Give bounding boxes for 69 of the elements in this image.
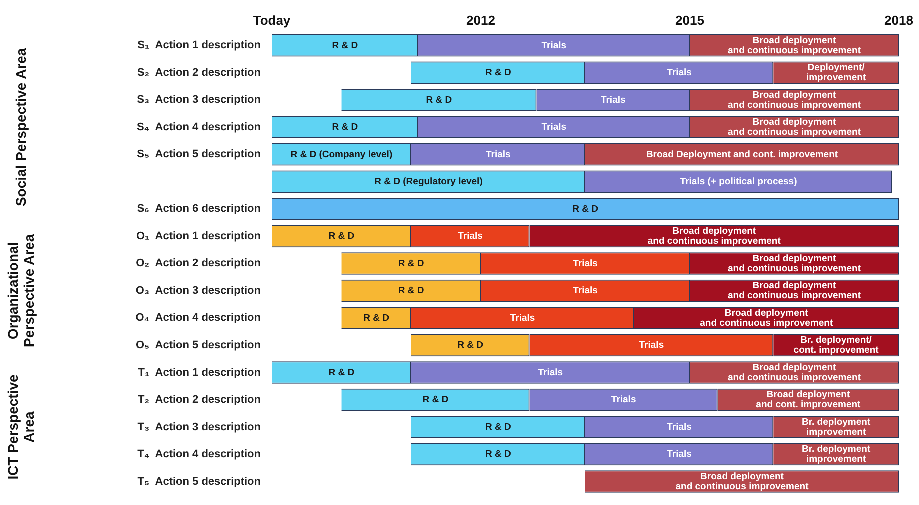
data-label: R & D	[485, 422, 512, 433]
data-label: Deployment/ improvement	[806, 62, 867, 84]
data-label: Broad deployment and continuous improvement	[728, 90, 862, 111]
data-label: Trials	[542, 122, 567, 134]
text: Social Perspective Area	[12, 48, 29, 207]
data-label: Trials	[510, 312, 536, 324]
data-label: Trials	[458, 231, 483, 242]
data-label: Trials	[538, 367, 564, 378]
y-tick-label: S₁ Action 1 description	[138, 40, 262, 52]
y-tick-label: T₅ Action 5 description	[138, 476, 262, 488]
data-label: Broad deployment and continuous improvement	[728, 117, 862, 138]
data-label: Trials	[611, 394, 636, 406]
y-tick-label: T₄ Action 4 description	[138, 448, 262, 461]
data-label: R & D	[422, 394, 449, 406]
text: Organizational Perspective Area	[4, 234, 37, 348]
data-label: Broad deployment and continuous improvement	[728, 253, 862, 274]
x-tick-label: 2012	[466, 12, 496, 28]
data-label: R & D	[332, 122, 358, 134]
data-label: R & D	[458, 340, 484, 352]
data-label: Broad deployment and continuous improvement	[700, 308, 834, 329]
data-label: Broad Deployment and cont. improvement	[646, 149, 839, 160]
y-tick-label: T₃ Action 3 description	[138, 421, 262, 434]
x-tick-label: 2015	[676, 12, 704, 28]
x-tick-label: 2018	[884, 12, 914, 28]
y-tick-label: S₄ Action 4 description	[136, 121, 262, 134]
y-tick-label: S₃ Action 3 description	[137, 94, 262, 106]
data-label: Trials	[542, 40, 567, 52]
data-label: Br. deployment improvement	[802, 444, 872, 466]
data-label: R & D	[426, 94, 452, 106]
data-label: Broad deployment and continuous improvement	[728, 35, 862, 56]
y-tick-label: O₄ Action 4 description	[136, 312, 262, 324]
y-tick-label: S₆ Action 6 description	[137, 203, 262, 216]
data-label: Trials	[667, 422, 692, 433]
y-tick-label: O₂ Action 2 description	[136, 258, 262, 270]
data-label: R & D	[328, 231, 355, 242]
y-tick-label: T₁ Action 1 description	[138, 366, 262, 379]
data-label: Br. deployment/ cont. improvement	[794, 335, 880, 356]
data-label: Trials	[639, 340, 664, 352]
data-label: R & D	[328, 367, 355, 378]
data-label: Broad deployment and continuous improvement	[728, 280, 862, 302]
data-label: Trials	[667, 449, 692, 460]
data-label: Broad deployment and continuous improvement	[648, 226, 782, 248]
x-tick-label: Today	[253, 12, 292, 28]
data-label: Br. deployment improvement	[802, 416, 872, 438]
y-tick-label: O₅ Action 5 description	[136, 340, 262, 352]
data-label: Trials (+ political process)	[680, 176, 798, 188]
data-label: Trials	[573, 286, 598, 297]
y-tick-label: O₁ Action 1 description	[136, 230, 262, 242]
data-label: Trials	[600, 94, 626, 106]
data-label: R & D	[332, 40, 358, 52]
data-label: R & D	[364, 312, 390, 324]
data-label: R & D (Company level)	[290, 149, 393, 160]
y-tick-label: S₂ Action 2 description	[137, 66, 262, 79]
y-tick-label: S₅ Action 5 description	[137, 148, 262, 161]
data-label: R & D	[398, 258, 424, 270]
text: ICT Perspective Area	[4, 374, 37, 480]
y-tick-label: T₂ Action 2 description	[138, 394, 262, 406]
data-label: R & D	[398, 286, 424, 297]
data-label: Broad deployment and cont. improvement	[756, 390, 862, 411]
data-label: R & D (Regulatory level)	[374, 176, 483, 188]
data-label: Trials	[573, 258, 598, 270]
data-label: Broad deployment and continuous improvement	[728, 362, 862, 384]
data-label: R & D	[572, 204, 599, 215]
data-label: Trials	[667, 68, 692, 79]
data-label: Broad deployment and continuous improvement	[676, 471, 810, 492]
data-label: R & D	[485, 68, 512, 79]
data-label: Trials	[486, 149, 511, 160]
y-tick-label: O₃ Action 3 description	[136, 284, 262, 297]
data-label: R & D	[485, 449, 512, 460]
